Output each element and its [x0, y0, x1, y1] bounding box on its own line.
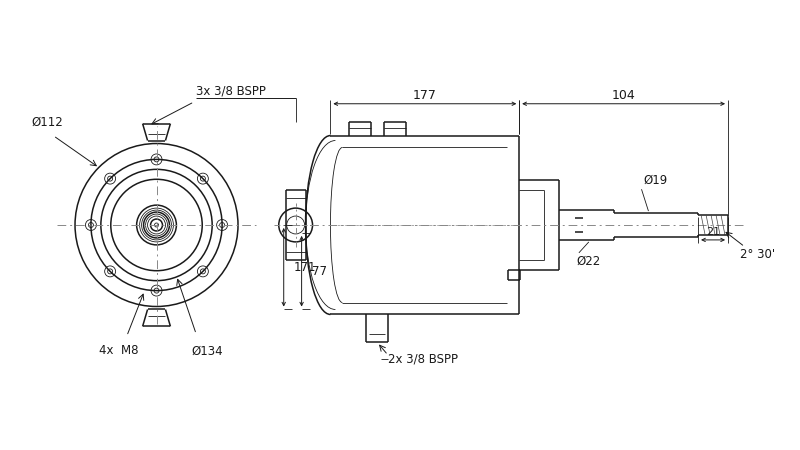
- Text: Ø134: Ø134: [191, 344, 223, 357]
- Text: 2° 30': 2° 30': [740, 248, 775, 261]
- Text: 177: 177: [413, 89, 437, 102]
- Text: 2x 3/8 BSPP: 2x 3/8 BSPP: [388, 353, 458, 366]
- Text: Ø22: Ø22: [577, 255, 601, 268]
- Text: Ø112: Ø112: [31, 116, 63, 129]
- Text: 171: 171: [294, 261, 316, 274]
- Text: 4x  M8: 4x M8: [99, 344, 138, 357]
- Text: 104: 104: [612, 89, 635, 102]
- Text: 77: 77: [311, 265, 326, 278]
- Text: Ø19: Ø19: [643, 174, 668, 187]
- Text: 3x 3/8 BSPP: 3x 3/8 BSPP: [196, 85, 266, 98]
- Text: 21: 21: [706, 227, 720, 237]
